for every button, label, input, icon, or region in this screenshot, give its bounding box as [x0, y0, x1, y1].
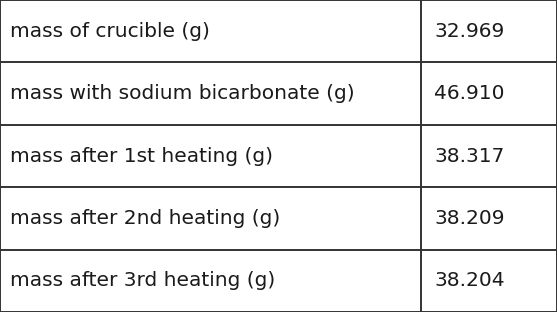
Text: 38.317: 38.317 — [434, 147, 505, 165]
Text: mass after 1st heating (g): mass after 1st heating (g) — [10, 147, 273, 165]
Text: 32.969: 32.969 — [434, 22, 505, 41]
Text: 46.910: 46.910 — [434, 84, 505, 103]
Text: mass with sodium bicarbonate (g): mass with sodium bicarbonate (g) — [10, 84, 355, 103]
Text: mass after 2nd heating (g): mass after 2nd heating (g) — [10, 209, 280, 228]
Text: mass after 3rd heating (g): mass after 3rd heating (g) — [10, 271, 275, 290]
Text: 38.209: 38.209 — [434, 209, 505, 228]
Text: mass of crucible (g): mass of crucible (g) — [10, 22, 210, 41]
Text: 38.204: 38.204 — [434, 271, 505, 290]
